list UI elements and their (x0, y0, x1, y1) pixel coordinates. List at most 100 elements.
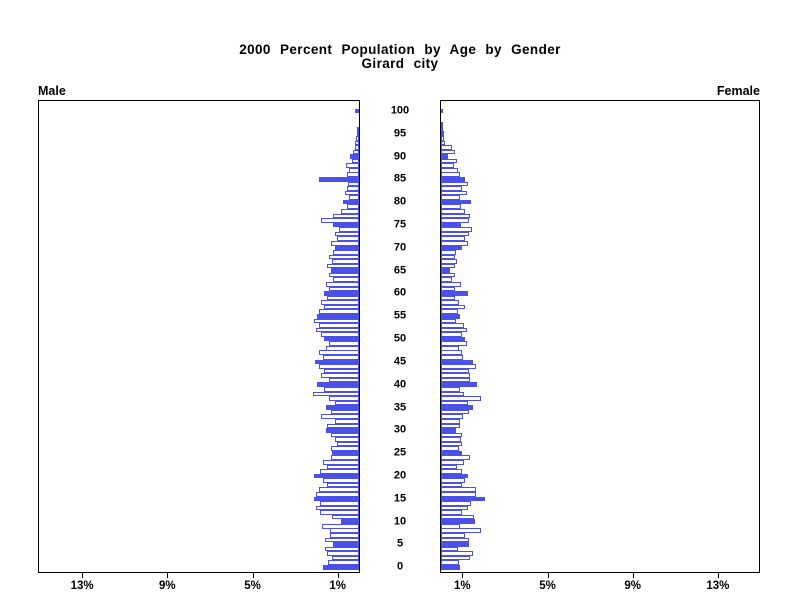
male-bar-age-35 (326, 405, 359, 410)
female-bar-age-93 (441, 140, 445, 146)
female-bar-age-77 (441, 213, 470, 219)
percent-tick-label: 9% (624, 580, 641, 592)
age-axis-label-30: 30 (393, 423, 407, 436)
female-bars-panel (440, 100, 760, 573)
male-bar-age-30 (326, 428, 359, 433)
age-axis-label-60: 60 (393, 286, 407, 299)
age-axis-label-50: 50 (393, 332, 407, 345)
male-bar-age-59 (327, 295, 359, 301)
female-bar-age-63 (441, 277, 452, 283)
female-bar-age-96 (441, 126, 443, 132)
female-bar-age-48 (441, 345, 459, 351)
female-bar-age-71 (441, 240, 468, 246)
female-bar-age-1 (441, 560, 459, 566)
female-bar-age-5 (441, 542, 469, 547)
female-bar-age-94 (441, 135, 444, 141)
female-bar-age-95 (441, 131, 444, 136)
male-bar-age-18 (327, 482, 359, 488)
age-axis-label-80: 80 (393, 195, 407, 208)
female-bar-age-82 (441, 190, 467, 196)
female-bar-age-24 (441, 455, 470, 461)
female-bar-age-43 (441, 368, 469, 374)
female-bar-age-39 (441, 387, 460, 392)
male-bar-age-88 (346, 163, 359, 168)
female-bar-age-75 (441, 222, 461, 228)
age-axis-label-20: 20 (393, 469, 407, 482)
age-axis-label-100: 100 (390, 104, 410, 117)
male-bar-age-95 (357, 131, 359, 136)
age-axis-label-40: 40 (393, 378, 407, 391)
male-bar-age-10 (341, 519, 359, 524)
male-bar-age-77 (333, 213, 359, 219)
male-bar-age-57 (324, 304, 359, 310)
male-bar-age-14 (320, 501, 359, 506)
female-bar-age-31 (441, 423, 460, 429)
male-bar-age-86 (347, 172, 359, 178)
female-bar-age-35 (441, 405, 473, 410)
female-bar-age-19 (441, 478, 465, 483)
percent-tick-label: 9% (158, 580, 176, 592)
male-bar-age-78 (341, 209, 359, 214)
female-bar-age-18 (441, 482, 462, 488)
female-bar-age-45 (441, 359, 473, 365)
male-bar-age-53 (319, 323, 359, 328)
age-axis-label-65: 65 (393, 264, 407, 277)
female-bar-age-58 (441, 300, 459, 305)
male-bar-age-67 (332, 259, 359, 264)
male-bar-age-1 (328, 560, 359, 566)
female-bar-age-30 (441, 428, 456, 433)
age-axis-label-75: 75 (393, 218, 407, 231)
male-bar-age-73 (335, 231, 359, 237)
percent-tick (547, 573, 549, 578)
percent-tick (632, 573, 634, 578)
female-bar-age-55 (441, 313, 460, 319)
male-bar-age-61 (329, 286, 359, 292)
male-bar-age-25 (332, 450, 359, 456)
female-bar-age-90 (441, 154, 448, 159)
female-bar-age-38 (441, 391, 464, 397)
female-bar-age-80 (441, 199, 471, 205)
female-bar-age-2 (441, 555, 470, 561)
male-bar-age-75 (333, 222, 359, 228)
percent-tick-label: 5% (539, 580, 556, 592)
male-bar-age-37 (329, 396, 359, 401)
female-bar-age-8 (441, 528, 481, 534)
female-bar-age-26 (441, 446, 459, 451)
female-bar-age-44 (441, 364, 476, 369)
female-bar-age-37 (441, 396, 481, 401)
age-axis-label-0: 0 (396, 560, 404, 573)
female-bar-age-40 (441, 382, 477, 388)
female-bar-age-32 (441, 418, 460, 424)
female-bar-age-3 (441, 551, 473, 556)
male-bar-age-48 (326, 345, 359, 351)
male-bar-age-44 (319, 364, 359, 369)
male-bar-age-49 (329, 341, 359, 346)
male-bar-age-96 (357, 126, 359, 132)
female-bar-age-36 (441, 400, 468, 406)
male-bar-age-51 (321, 332, 359, 337)
female-panel-label: Female (716, 84, 760, 98)
male-bar-age-54 (314, 318, 359, 324)
male-bar-age-19 (323, 478, 359, 483)
female-bar-age-41 (441, 377, 470, 383)
female-bar-age-25 (441, 450, 462, 456)
female-bar-age-70 (441, 245, 462, 251)
female-bar-age-46 (441, 355, 463, 360)
female-bar-age-50 (441, 336, 465, 342)
age-axis-label-95: 95 (393, 127, 407, 140)
female-bar-age-42 (441, 373, 470, 378)
female-bar-age-83 (441, 186, 462, 191)
male-bar-age-80 (343, 199, 359, 205)
male-bar-age-5 (333, 542, 359, 547)
male-bar-age-46 (323, 355, 359, 360)
percent-tick-label: 13% (70, 580, 94, 592)
female-bar-age-17 (441, 487, 476, 492)
male-bar-age-27 (337, 441, 359, 447)
female-bar-age-100 (441, 108, 443, 114)
female-bar-age-0 (441, 565, 460, 570)
male-bar-age-55 (317, 313, 359, 319)
male-bar-age-20 (314, 473, 359, 479)
male-bar-age-12 (320, 510, 359, 515)
male-bar-age-9 (322, 523, 359, 529)
age-axis-label-55: 55 (393, 309, 407, 322)
